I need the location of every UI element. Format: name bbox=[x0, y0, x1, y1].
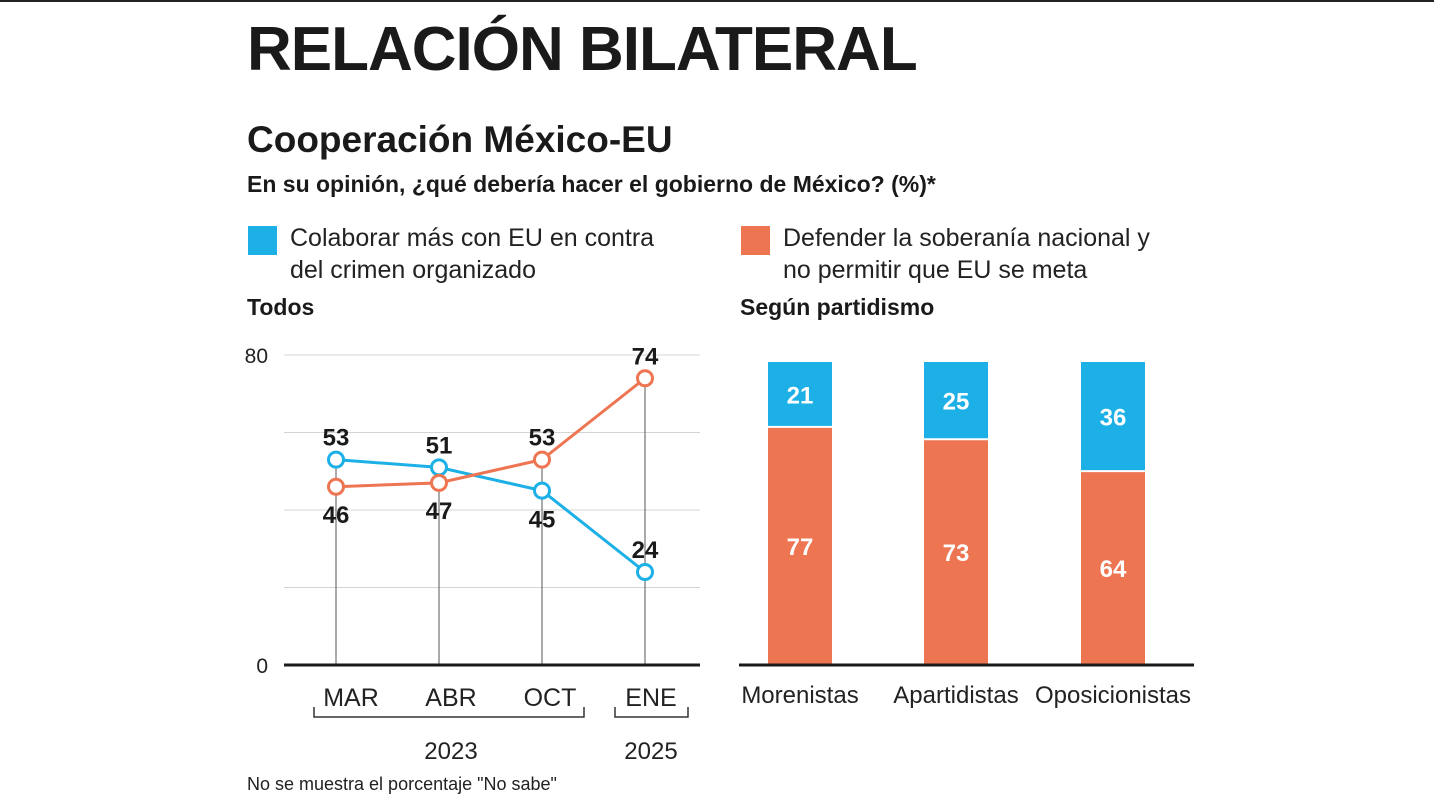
footnote: No se muestra el porcentaje "No sabe" bbox=[247, 774, 557, 794]
data-point bbox=[430, 473, 448, 492]
data-label: 45 bbox=[529, 507, 556, 534]
legend-label-line1: Colaborar más con EU en contra bbox=[290, 224, 655, 252]
legend-label-line2: del crimen organizado bbox=[290, 256, 536, 284]
data-label: 74 bbox=[632, 343, 659, 370]
bar-segment-colaborar bbox=[768, 362, 832, 427]
data-point bbox=[327, 477, 345, 496]
year-label: 2023 bbox=[424, 738, 477, 765]
y-tick-label: 80 bbox=[245, 345, 268, 368]
chart-subtitle: Cooperación México-EU bbox=[247, 119, 673, 160]
x-tick-label: MAR bbox=[323, 684, 379, 712]
x-tick-label: ABR bbox=[425, 684, 476, 712]
data-label: 53 bbox=[529, 425, 556, 452]
year-bracket bbox=[614, 707, 689, 718]
legend-swatch-orange bbox=[741, 226, 770, 255]
data-label: 24 bbox=[632, 537, 659, 564]
legend-item-defender: Defender la soberanía nacional y no perm… bbox=[741, 222, 1173, 286]
line-chart-title: Todos bbox=[247, 294, 315, 320]
category-label: Apartidistas bbox=[893, 682, 1018, 709]
page-title: RELACIÓN BILATERAL bbox=[247, 15, 918, 84]
bar-segment-defender bbox=[1081, 471, 1145, 665]
category-label: Oposicionistas bbox=[1035, 682, 1191, 709]
bar-chart-title: Según partidismo bbox=[740, 294, 935, 320]
bar-value-label: 21 bbox=[787, 382, 814, 409]
bar-value-label: 25 bbox=[943, 389, 970, 416]
legend-label-line1: Defender la soberanía nacional y bbox=[783, 224, 1150, 252]
bar-segment-colaborar bbox=[1081, 362, 1145, 472]
data-label: 47 bbox=[426, 498, 453, 525]
data-point bbox=[533, 481, 551, 500]
year-bracket bbox=[313, 707, 585, 718]
bar-segment-defender bbox=[768, 426, 832, 665]
survey-question: En su opinión, ¿qué debería hacer el gob… bbox=[247, 171, 936, 197]
category-label: Morenistas bbox=[741, 682, 858, 709]
top-rule bbox=[0, 0, 1434, 2]
data-point bbox=[636, 369, 654, 388]
data-label: 46 bbox=[323, 502, 350, 529]
legend-label: Colaborar más con EU en contra del crime… bbox=[290, 222, 680, 286]
x-tick-label: OCT bbox=[524, 684, 577, 712]
data-point bbox=[636, 563, 654, 581]
legend-swatch-blue bbox=[248, 226, 277, 255]
series-line bbox=[335, 377, 646, 489]
bar-value-label: 73 bbox=[943, 540, 970, 567]
x-tick-label: ENE bbox=[625, 684, 676, 712]
data-point bbox=[327, 450, 345, 469]
legend-label-line2: no permitir que EU se meta bbox=[783, 256, 1088, 284]
series-line bbox=[335, 458, 646, 574]
y-tick-label: 0 bbox=[256, 655, 268, 678]
data-point bbox=[533, 450, 551, 469]
bar-value-label: 64 bbox=[1100, 556, 1127, 583]
legend-label: Defender la soberanía nacional y no perm… bbox=[783, 222, 1173, 286]
data-point bbox=[430, 458, 448, 477]
data-label: 53 bbox=[323, 425, 350, 452]
bar-segment-colaborar bbox=[924, 362, 988, 440]
year-label: 2025 bbox=[624, 738, 677, 765]
data-label: 51 bbox=[426, 432, 453, 459]
bar-segment-defender bbox=[924, 439, 988, 665]
bar-value-label: 77 bbox=[787, 534, 814, 561]
bar-value-label: 36 bbox=[1100, 405, 1127, 432]
legend-item-colaborar: Colaborar más con EU en contra del crime… bbox=[248, 222, 680, 286]
